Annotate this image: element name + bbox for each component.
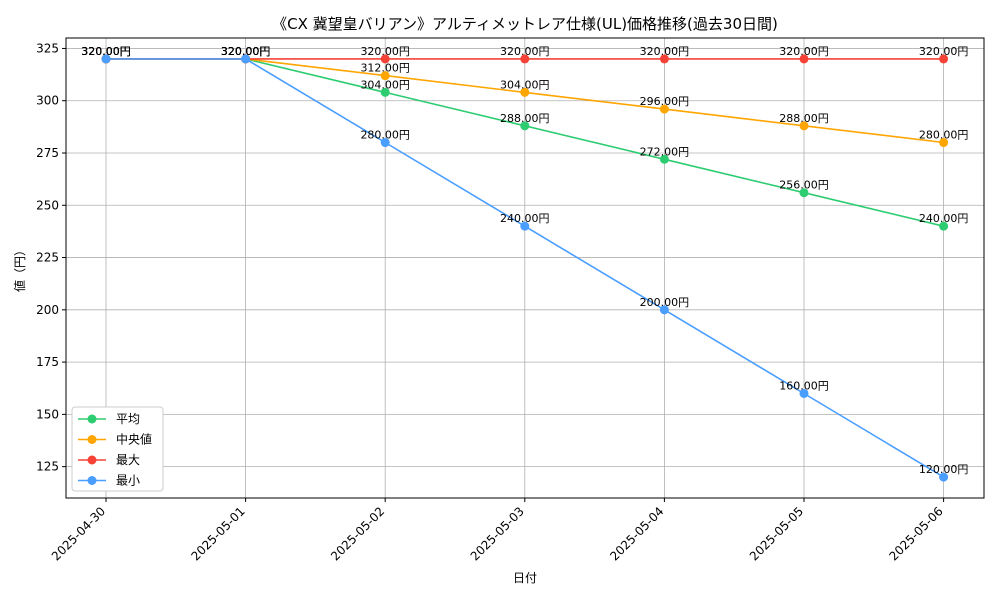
data-label: 280.00円 — [919, 129, 969, 142]
data-point — [659, 54, 669, 64]
legend-box — [71, 406, 164, 492]
data-label: 312.00円 — [360, 62, 410, 75]
legend-marker — [87, 414, 97, 424]
data-label: 320.00円 — [81, 45, 131, 58]
y-tick-label: 150 — [36, 407, 59, 421]
data-label: 240.00円 — [500, 212, 550, 225]
data-point — [939, 54, 949, 64]
y-tick-label: 225 — [36, 251, 59, 265]
data-point — [520, 121, 530, 131]
data-label: 320.00円 — [640, 45, 690, 58]
data-point — [939, 221, 949, 231]
y-tick-label: 300 — [36, 94, 59, 108]
data-label: 320.00円 — [81, 45, 131, 58]
data-label: 320.00円 — [360, 45, 410, 58]
data-label: 280.00円 — [360, 129, 410, 142]
data-label: 304.00円 — [500, 78, 550, 91]
data-point — [520, 54, 530, 64]
data-label: 320.00円 — [221, 45, 271, 58]
data-point — [799, 54, 809, 64]
x-tick-label: 2025-05-05 — [747, 504, 806, 563]
legend-marker — [87, 455, 97, 465]
y-tick-label: 250 — [36, 198, 59, 212]
y-axis: 125 150 175 200 225 250 275 300 325 — [36, 41, 66, 474]
data-point — [939, 138, 949, 148]
data-point — [241, 54, 251, 64]
data-point — [520, 221, 530, 231]
series — [101, 54, 949, 482]
y-tick-label: 275 — [36, 146, 59, 160]
y-tick-label: 175 — [36, 355, 59, 369]
data-label: 320.00円 — [500, 45, 550, 58]
data-point — [380, 138, 390, 148]
data-point — [659, 305, 669, 315]
legend-label: 平均 — [116, 412, 140, 426]
data-label: 320.00円 — [221, 45, 271, 58]
legend-label: 最小 — [116, 474, 140, 488]
legend-marker — [87, 435, 97, 444]
data-point — [380, 54, 390, 64]
data-point — [939, 472, 949, 482]
data-label: 288.00円 — [779, 112, 829, 125]
x-tick-label: 2025-05-02 — [328, 504, 387, 563]
data-label: 288.00円 — [500, 112, 550, 125]
chart-title: 《CX 冀望皇バリアン》アルティメットレア仕様(UL)価格推移(過去30日間) — [272, 15, 778, 33]
legend-label: 最大 — [116, 453, 140, 467]
data-label: 272.00円 — [640, 145, 690, 158]
y-tick-label: 200 — [36, 303, 59, 317]
data-label: 320.00円 — [81, 45, 131, 58]
x-tick-label: 2025-05-06 — [887, 504, 946, 563]
data-label: 320.00円 — [919, 45, 969, 58]
data-point — [659, 104, 669, 114]
data-point — [799, 121, 809, 131]
x-axis-label: 日付 — [513, 571, 537, 585]
data-point — [659, 154, 669, 164]
data-label: 200.00円 — [640, 296, 690, 309]
data-label: 256.00円 — [779, 179, 829, 192]
data-point — [520, 87, 530, 97]
grid — [66, 38, 984, 498]
x-tick-label: 2025-05-01 — [189, 504, 248, 563]
data-label: 320.00円 — [81, 45, 131, 58]
data-point — [380, 87, 390, 97]
x-axis: 2025-04-30 2025-05-01 2025-05-02 2025-05-03… — [49, 498, 946, 563]
y-axis-label: 値（円） — [12, 244, 27, 292]
x-tick-label: 2025-05-03 — [468, 504, 527, 563]
data-label: 296.00円 — [640, 95, 690, 108]
data-label: 240.00円 — [919, 212, 969, 225]
data-label: 120.00円 — [919, 463, 969, 476]
y-tick-label: 125 — [36, 460, 59, 474]
data-point — [380, 71, 390, 81]
data-point — [799, 388, 809, 398]
legend-label: 中央値 — [116, 432, 152, 447]
data-labels: 320.00円 320.00円 304.00円 288.00円 272.00円 256.0… — [81, 45, 968, 476]
x-tick-label: 2025-04-30 — [49, 504, 108, 563]
data-label: 160.00円 — [779, 379, 829, 392]
data-label: 320.00円 — [779, 45, 829, 58]
x-tick-label: 2025-05-04 — [607, 504, 666, 563]
data-label: 320.00円 — [221, 45, 271, 58]
y-tick-label: 325 — [36, 41, 59, 55]
data-label: 304.00円 — [360, 78, 410, 91]
data-label: 320.00円 — [221, 45, 271, 58]
data-point — [101, 54, 111, 64]
legend-marker — [87, 476, 97, 485]
data-point — [799, 188, 809, 198]
